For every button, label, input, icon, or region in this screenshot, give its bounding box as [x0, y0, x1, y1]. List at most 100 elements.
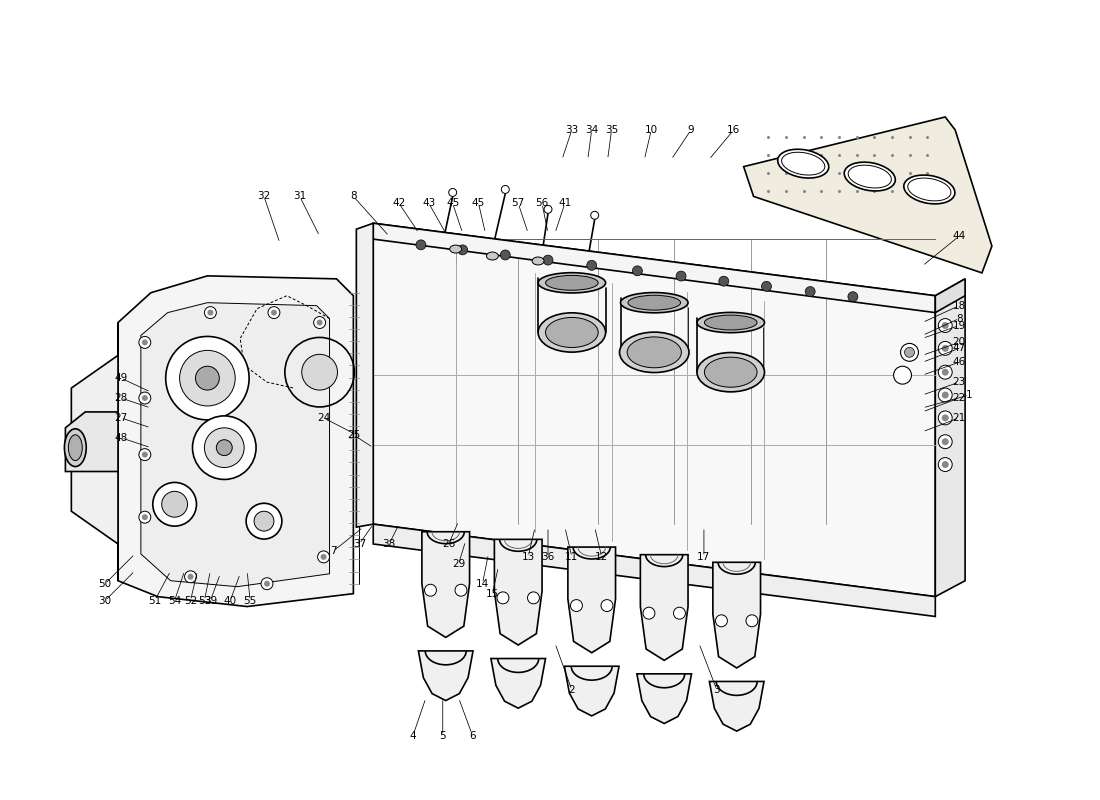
Text: 28: 28	[114, 393, 128, 403]
Circle shape	[938, 434, 953, 449]
Circle shape	[673, 607, 685, 619]
Circle shape	[192, 416, 256, 479]
Circle shape	[205, 306, 217, 318]
Circle shape	[848, 292, 858, 302]
Polygon shape	[141, 302, 330, 586]
Polygon shape	[564, 666, 619, 716]
Ellipse shape	[627, 337, 681, 368]
Text: 31: 31	[293, 191, 307, 202]
Circle shape	[205, 428, 244, 467]
Circle shape	[271, 310, 277, 315]
Text: 46: 46	[953, 358, 966, 367]
Circle shape	[893, 366, 912, 384]
Text: 21: 21	[953, 413, 966, 423]
Circle shape	[544, 206, 552, 214]
Circle shape	[586, 260, 596, 270]
Circle shape	[268, 306, 279, 318]
Text: 56: 56	[536, 198, 549, 208]
Ellipse shape	[844, 162, 895, 191]
Circle shape	[938, 342, 953, 355]
Circle shape	[942, 391, 948, 398]
Polygon shape	[935, 279, 965, 313]
Text: 45: 45	[472, 198, 485, 208]
Circle shape	[139, 511, 151, 523]
Text: 2: 2	[569, 685, 575, 695]
Text: 4: 4	[409, 730, 416, 741]
Ellipse shape	[450, 245, 462, 253]
Polygon shape	[356, 223, 373, 527]
Circle shape	[746, 615, 758, 626]
Text: 35: 35	[605, 125, 618, 135]
Polygon shape	[373, 223, 935, 313]
Circle shape	[805, 286, 815, 297]
Text: 33: 33	[565, 125, 579, 135]
Ellipse shape	[628, 295, 681, 310]
Text: 8: 8	[350, 191, 356, 202]
Text: 30: 30	[99, 595, 112, 606]
Ellipse shape	[619, 332, 689, 373]
Text: 55: 55	[243, 595, 256, 606]
Text: 54: 54	[168, 595, 182, 606]
Circle shape	[142, 339, 147, 346]
Text: 1: 1	[966, 390, 972, 400]
Circle shape	[139, 337, 151, 348]
Circle shape	[246, 503, 282, 539]
Circle shape	[942, 345, 948, 352]
Ellipse shape	[848, 165, 891, 188]
Ellipse shape	[704, 315, 757, 330]
Ellipse shape	[908, 178, 950, 201]
Text: 41: 41	[559, 198, 572, 208]
Text: 5: 5	[439, 730, 447, 741]
Text: 40: 40	[223, 595, 236, 606]
Circle shape	[416, 240, 426, 250]
Ellipse shape	[782, 152, 825, 175]
Polygon shape	[710, 682, 764, 731]
Circle shape	[502, 186, 509, 194]
Text: 15: 15	[486, 589, 499, 598]
Circle shape	[942, 438, 948, 445]
Circle shape	[185, 571, 197, 582]
Circle shape	[142, 395, 147, 401]
Text: 48: 48	[114, 433, 128, 442]
Circle shape	[543, 255, 553, 265]
Circle shape	[254, 511, 274, 531]
Ellipse shape	[697, 313, 764, 333]
Ellipse shape	[697, 353, 764, 392]
Text: 16: 16	[727, 125, 740, 135]
Ellipse shape	[904, 175, 955, 204]
Text: 13: 13	[521, 552, 535, 562]
Ellipse shape	[538, 273, 606, 293]
Circle shape	[449, 189, 456, 197]
Circle shape	[314, 317, 326, 329]
Text: 11: 11	[565, 552, 579, 562]
Text: 18: 18	[953, 301, 966, 310]
Circle shape	[715, 615, 727, 626]
Text: 52: 52	[184, 595, 197, 606]
Text: 19: 19	[953, 321, 966, 330]
Text: 39: 39	[204, 595, 217, 606]
Circle shape	[208, 310, 213, 315]
Circle shape	[162, 491, 187, 517]
Circle shape	[139, 392, 151, 404]
Polygon shape	[418, 651, 473, 701]
Ellipse shape	[546, 318, 598, 347]
Text: 29: 29	[452, 559, 465, 569]
Circle shape	[142, 452, 147, 458]
Polygon shape	[640, 554, 688, 660]
Circle shape	[261, 578, 273, 590]
Text: 49: 49	[114, 373, 128, 383]
Circle shape	[938, 366, 953, 379]
Circle shape	[264, 581, 270, 586]
Circle shape	[497, 592, 509, 604]
Circle shape	[166, 337, 249, 420]
Text: 3: 3	[714, 685, 720, 695]
Circle shape	[500, 250, 510, 260]
Text: 27: 27	[114, 413, 128, 423]
Circle shape	[179, 350, 235, 406]
Circle shape	[601, 600, 613, 611]
Ellipse shape	[778, 150, 828, 178]
Circle shape	[318, 551, 330, 563]
Circle shape	[142, 514, 147, 520]
Ellipse shape	[620, 293, 688, 313]
Circle shape	[139, 449, 151, 461]
